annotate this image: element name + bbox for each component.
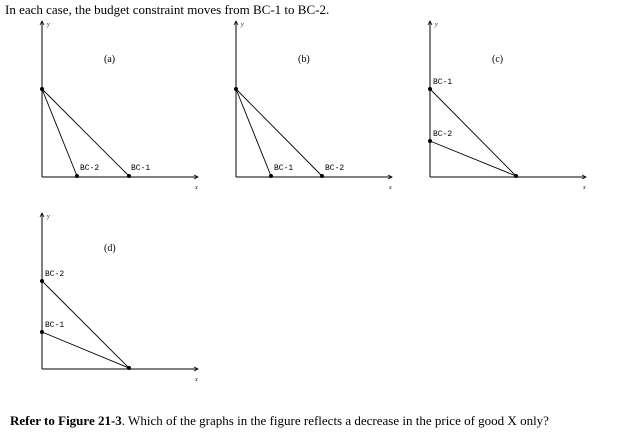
panel-d: y x (d) BC-2 BC-1 [39,212,199,383]
intercept-point [75,174,79,178]
intercept-point [269,174,273,178]
x-axis-letter: x [388,185,392,191]
intercept-point [127,174,131,178]
panel-b: y x (b) BC-1 BC-2 [233,20,393,191]
bc-2-label: BC-2 [433,130,452,139]
bc-2-line [41,280,130,369]
y-axis-letter: y [46,22,50,28]
panel-c: y x (c) BC-1 BC-2 [427,20,587,191]
intercept-point [40,330,44,334]
bc-2-label: BC-2 [325,164,344,173]
y-axis-letter: y [46,214,50,220]
intercept-point [40,279,44,283]
bc-1-label: BC-1 [433,78,452,87]
budget-constraint-figure: y x (a) BC-2 BC-1 y x (b) BC-1 BC-2 y x … [39,20,587,383]
intercept-point [320,174,324,178]
question-text: Refer to Figure 21-3. Which of the graph… [10,413,549,429]
bc-2-line [429,140,517,177]
bc-1-label: BC-1 [45,321,64,330]
intercept-point [127,366,131,370]
panel-a: y x (a) BC-2 BC-1 [39,20,199,191]
x-axis-letter: x [194,185,198,191]
intercept-point [428,87,432,91]
bc-2-label: BC-2 [80,164,99,173]
panel-label: (c) [492,54,503,65]
bc-2-label: BC-2 [45,270,64,279]
intercept-point [428,139,432,143]
bc-2-line [41,88,78,177]
panel-label: (a) [104,54,115,65]
bc-1-label: BC-1 [131,164,150,173]
bc-1-line [41,88,130,177]
x-axis-letter: x [194,377,198,383]
bc-1-line [41,331,130,369]
y-axis-letter: y [240,22,244,28]
bc-1-line [429,88,517,177]
intercept-point [514,174,518,178]
panel-label: (d) [104,243,116,254]
y-axis-letter: y [434,22,438,28]
bc-2-line [235,88,323,177]
x-axis-letter: x [582,185,586,191]
intercept-point [40,87,44,91]
question-figure-ref: Refer to Figure 21-3 [10,413,122,428]
question-body: . Which of the graphs in the figure refl… [121,413,549,428]
bc-1-label: BC-1 [274,164,293,173]
intro-text: In each case, the budget constraint move… [5,2,330,17]
bc-1-line [235,88,272,177]
panel-label: (b) [298,54,310,65]
intercept-point [234,87,238,91]
